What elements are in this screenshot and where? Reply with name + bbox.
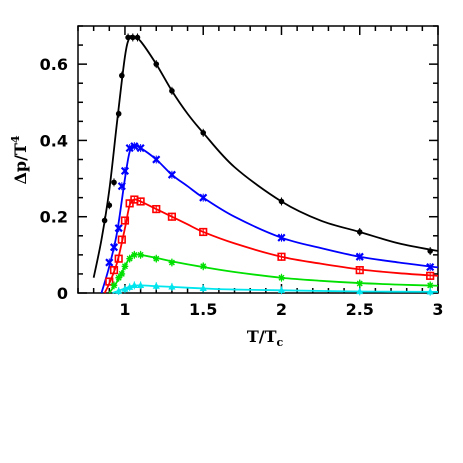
data-point <box>115 287 123 294</box>
data-point <box>125 34 131 41</box>
data-point <box>169 88 175 94</box>
data-point <box>199 263 207 270</box>
data-point <box>109 243 119 252</box>
data-point <box>356 287 364 295</box>
data-point <box>125 143 134 153</box>
data-point <box>105 258 114 267</box>
data-point <box>355 266 364 275</box>
data-point <box>119 72 125 79</box>
data-point <box>277 233 286 242</box>
x-tick-label: 2 <box>276 300 287 319</box>
data-point <box>101 217 108 224</box>
data-point <box>134 34 141 41</box>
x-tick-label: 3 <box>432 300 443 319</box>
series-line-2 <box>103 198 439 294</box>
data-point <box>277 286 286 293</box>
data-point <box>199 193 208 202</box>
data-point <box>277 252 286 261</box>
data-point <box>130 142 139 151</box>
series-line-4 <box>112 284 439 294</box>
data-point <box>152 282 160 289</box>
data-point <box>278 198 285 205</box>
data-point <box>110 282 118 289</box>
data-point <box>115 274 122 282</box>
data-point <box>152 204 161 214</box>
series-curves <box>92 35 439 294</box>
x-tick-label: 1 <box>119 300 130 319</box>
data-point <box>117 182 126 191</box>
data-point <box>278 274 285 282</box>
data-point <box>129 34 136 41</box>
x-axis-title: T/Tc <box>247 327 284 349</box>
data-point <box>111 179 117 186</box>
data-point <box>356 280 364 287</box>
data-point <box>126 255 133 262</box>
x-tick-label: 2.5 <box>346 300 374 319</box>
data-point <box>200 130 207 136</box>
data-point <box>121 285 129 292</box>
data-point <box>106 202 113 209</box>
data-point <box>168 283 176 290</box>
data-point <box>118 270 126 278</box>
data-point <box>426 262 435 272</box>
x-tick-label: 1.5 <box>189 300 217 319</box>
data-point <box>120 166 130 176</box>
data-point <box>199 284 207 292</box>
series-line-0 <box>92 35 439 278</box>
data-point <box>105 277 114 286</box>
y-tick-label: 0 <box>57 284 68 303</box>
data-point <box>131 251 138 259</box>
data-point <box>167 212 177 221</box>
data-point <box>355 252 364 261</box>
data-point <box>199 227 208 237</box>
data-point <box>168 259 176 266</box>
data-point <box>152 155 161 164</box>
y-tick-label: 0.2 <box>40 208 68 227</box>
data-point <box>356 229 363 235</box>
tick-labels: 1 1.5 2 2.5 3 0 0.2 0.4 0.6 <box>40 55 444 319</box>
data-point <box>426 288 434 295</box>
y-tick-label: 0.6 <box>40 55 68 74</box>
data-point <box>136 197 145 206</box>
data-point <box>137 251 144 259</box>
data-point <box>115 110 122 117</box>
data-point <box>152 255 160 262</box>
data-points <box>101 33 435 296</box>
data-point <box>136 143 145 153</box>
data-point <box>117 235 126 244</box>
data-point <box>426 282 434 289</box>
data-point <box>153 61 160 67</box>
data-point <box>427 248 433 254</box>
data-point <box>167 170 176 179</box>
y-tick-label: 0.4 <box>40 131 68 150</box>
data-point <box>130 281 138 288</box>
data-point <box>126 283 134 290</box>
data-point <box>121 263 129 270</box>
data-point <box>109 266 119 275</box>
series-line-1 <box>100 144 439 294</box>
data-point <box>426 271 435 280</box>
y-axis-title: Δp/T4 <box>9 135 30 184</box>
data-point <box>137 281 145 288</box>
data-point <box>120 216 130 225</box>
data-point <box>114 254 123 263</box>
data-point <box>114 224 123 233</box>
